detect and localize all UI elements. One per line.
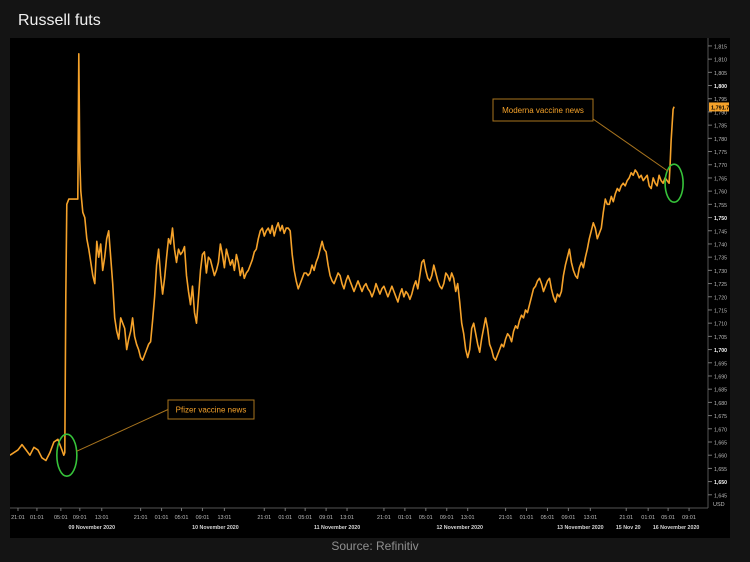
x-date-label: 12 November 2020 — [436, 525, 483, 531]
chart-title: Russell futs — [18, 12, 101, 29]
x-tick-label: 05:01 — [541, 515, 555, 521]
x-date-label: 10 November 2020 — [192, 525, 239, 531]
callout-line — [76, 409, 169, 452]
x-tick-label: 09:01 — [562, 515, 576, 521]
y-tick-label: 1,730 — [714, 269, 727, 275]
y-tick-label: 1,680 — [714, 401, 727, 407]
x-tick-label: 01:01 — [30, 515, 44, 521]
x-date-label: 15 Nov 20 — [616, 525, 641, 531]
y-tick-label: 1,775 — [714, 150, 727, 156]
x-date-label: 16 November 2020 — [653, 525, 700, 531]
y-tick-label: 1,690 — [714, 374, 727, 380]
callout-line — [592, 118, 669, 172]
y-tick-label: 1,650 — [714, 480, 727, 486]
y-tick-label: 1,655 — [714, 467, 727, 473]
x-tick-label: 13:01 — [583, 515, 597, 521]
y-tick-label: 1,810 — [714, 58, 727, 64]
y-tick-label: 1,660 — [714, 454, 727, 460]
x-tick-label: 05:01 — [175, 515, 189, 521]
y-tick-label: 1,720 — [714, 295, 727, 301]
y-tick-label: 1,780 — [714, 137, 727, 143]
callout-text: Moderna vaccine news — [502, 106, 584, 115]
y-tick-label: 1,750 — [714, 216, 727, 222]
x-tick-label: 13:01 — [218, 515, 232, 521]
highlight-circle — [664, 163, 684, 204]
chart-background — [10, 38, 730, 538]
x-date-label: 11 November 2020 — [314, 525, 360, 531]
y-tick-label: 1,785 — [714, 124, 727, 130]
x-date-label: 13 November 2020 — [557, 525, 604, 531]
y-tick-label: 1,745 — [714, 229, 727, 235]
x-tick-label: 13:01 — [461, 515, 475, 521]
y-tick-label: 1,805 — [714, 71, 727, 77]
y-tick-label: 1,725 — [714, 282, 727, 288]
x-tick-label: 13:01 — [95, 515, 109, 521]
x-tick-label: 21:01 — [257, 515, 271, 521]
x-tick-label: 09:01 — [73, 515, 87, 521]
x-tick-label: 21:01 — [134, 515, 148, 521]
y-tick-label: 1,735 — [714, 256, 727, 262]
x-tick-label: 01:01 — [278, 515, 292, 521]
x-tick-label: 21:01 — [11, 515, 25, 521]
callout-text: Pfizer vaccine news — [176, 406, 247, 415]
y-tick-label: 1,695 — [714, 361, 727, 367]
y-tick-label: 1,790 — [714, 110, 727, 116]
y-tick-label: 1,760 — [714, 190, 727, 196]
callout-box — [167, 399, 255, 420]
x-tick-label: 21:01 — [619, 515, 633, 521]
y-tick-label: 1,705 — [714, 335, 727, 341]
last-price-box — [709, 102, 729, 112]
y-tick-label: 1,675 — [714, 414, 727, 420]
x-tick-label: 01:01 — [155, 515, 169, 521]
y-tick-label: 1,755 — [714, 203, 727, 209]
source-note: Source: Refinitiv — [331, 539, 419, 553]
y-unit-label: USD — [713, 502, 725, 508]
y-tick-label: 1,670 — [714, 427, 727, 433]
x-tick-label: 01:01 — [641, 515, 655, 521]
y-tick-label: 1,700 — [714, 348, 727, 354]
y-tick-label: 1,815 — [714, 44, 727, 50]
y-tick-label: 1,645 — [714, 493, 727, 499]
y-tick-label: 1,765 — [714, 176, 727, 182]
y-tick-label: 1,710 — [714, 322, 727, 328]
price-series-line — [10, 53, 675, 462]
x-tick-label: 09:01 — [196, 515, 210, 521]
y-tick-label: 1,795 — [714, 97, 727, 103]
x-tick-label: 05:01 — [298, 515, 312, 521]
y-tick-label: 1,800 — [714, 84, 727, 90]
price-chart: 1,645 1,650 1,655 1,660 1,665 1,670 1,675 1,680… — [10, 38, 730, 538]
x-tick-label: 01:01 — [520, 515, 534, 521]
x-tick-label: 01:01 — [398, 515, 412, 521]
x-date-label: 09 November 2020 — [69, 525, 116, 531]
x-tick-label: 05:01 — [419, 515, 433, 521]
x-tick-label: 09:01 — [682, 515, 696, 521]
x-tick-label: 09:01 — [319, 515, 333, 521]
x-tick-label: 05:01 — [661, 515, 675, 521]
y-tick-label: 1,770 — [714, 163, 727, 169]
callout-box — [492, 98, 594, 122]
y-tick-label: 1,740 — [714, 242, 727, 248]
y-tick-label: 1,685 — [714, 388, 727, 394]
highlight-circle — [56, 433, 78, 477]
x-tick-label: 13:01 — [340, 515, 354, 521]
x-tick-label: 21:01 — [377, 515, 391, 521]
x-tick-label: 21:01 — [499, 515, 513, 521]
last-price-label: 1,791.7 — [711, 105, 729, 111]
y-tick-label: 1,665 — [714, 440, 727, 446]
x-tick-label: 05:01 — [54, 515, 68, 521]
x-tick-label: 09:01 — [440, 515, 454, 521]
y-tick-label: 1,715 — [714, 308, 727, 314]
